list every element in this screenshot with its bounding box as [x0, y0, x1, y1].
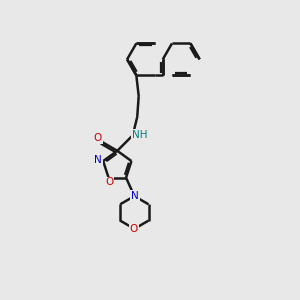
Text: O: O	[130, 224, 138, 234]
Text: N: N	[94, 155, 102, 166]
Text: N: N	[131, 190, 139, 200]
Text: O: O	[94, 133, 102, 143]
Text: NH: NH	[131, 130, 147, 140]
Text: O: O	[105, 177, 114, 188]
